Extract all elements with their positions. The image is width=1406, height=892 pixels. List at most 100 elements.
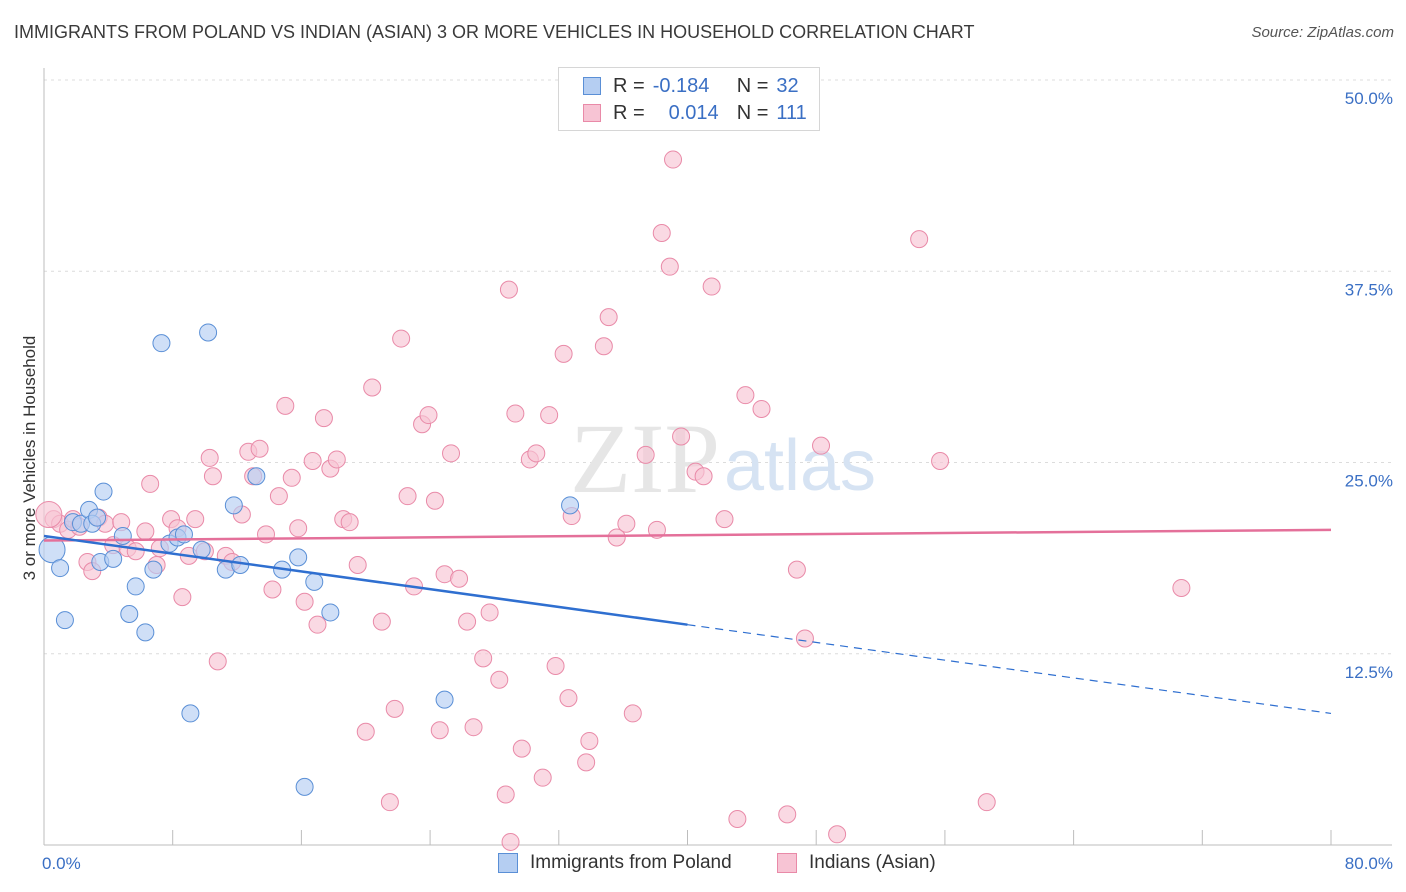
bottom-legend-swatch-blue	[498, 853, 518, 873]
y-tick-label: 37.5%	[1345, 280, 1393, 299]
point-indians	[464, 718, 483, 737]
trend-line-poland-extension	[687, 624, 1332, 715]
point-poland	[199, 323, 218, 342]
point-indians	[308, 615, 327, 634]
bottom-legend-poland: Immigrants from Poland	[498, 852, 732, 874]
point-indians	[736, 386, 755, 405]
point-poland	[295, 777, 314, 796]
point-indians	[269, 487, 288, 506]
point-indians	[702, 277, 721, 296]
point-indians	[356, 722, 375, 741]
point-indians	[340, 513, 359, 532]
point-indians	[490, 670, 509, 689]
point-indians	[314, 409, 333, 428]
bottom-legend-indians: Indians (Asian)	[777, 852, 936, 874]
point-indians	[430, 721, 449, 740]
point-poland	[561, 496, 580, 515]
point-indians	[778, 805, 797, 824]
point-indians	[303, 451, 322, 470]
point-indians	[715, 510, 734, 529]
legend-row-poland: R = -0.184 N = 32	[583, 73, 799, 99]
point-poland	[104, 549, 123, 568]
legend-n-label: N =	[736, 101, 769, 124]
point-indians	[540, 406, 559, 425]
point-poland	[88, 508, 107, 527]
point-indians	[559, 689, 578, 708]
series-immigrants-from-poland	[38, 323, 580, 796]
y-axis-title: 3 or more Vehicles in Household	[20, 335, 39, 581]
legend-row-indians: R = 0.014 N = 111	[583, 100, 807, 126]
point-indians	[282, 468, 301, 487]
legend-r-value: 0.014	[668, 101, 719, 124]
point-indians	[203, 467, 222, 486]
point-indians	[276, 396, 295, 415]
point-indians	[480, 603, 499, 622]
point-poland	[51, 559, 70, 578]
bottom-legend-swatch-pink	[777, 853, 797, 873]
point-poland	[152, 334, 171, 353]
source-label: Source: ZipAtlas.com	[1251, 24, 1394, 41]
point-indians	[200, 448, 219, 467]
point-indians	[752, 399, 771, 418]
point-indians	[554, 344, 573, 363]
bottom-legend-label: Indians (Asian)	[809, 852, 936, 873]
point-indians	[577, 753, 596, 772]
legend-n-value: 32	[776, 74, 799, 97]
point-indians	[474, 649, 493, 668]
point-indians	[35, 501, 63, 529]
point-poland	[321, 603, 340, 622]
point-indians	[289, 519, 308, 538]
x-tick-label: 80.0%	[1345, 854, 1393, 873]
point-poland	[144, 560, 163, 579]
point-indians	[512, 739, 531, 758]
point-indians	[372, 612, 391, 631]
point-indians	[527, 444, 546, 463]
point-indians	[499, 280, 518, 299]
point-indians	[257, 525, 276, 544]
point-poland	[224, 496, 243, 515]
point-indians	[458, 612, 477, 631]
tick-labels: 12.5% 25.0% 37.5% 50.0% 0.0% 80.0%	[42, 89, 1393, 873]
correlation-legend: R = -0.184 N = 32 R = 0.014 N = 111	[558, 67, 820, 131]
axes	[43, 68, 1392, 846]
point-poland	[94, 482, 113, 501]
point-indians	[533, 768, 552, 787]
point-indians	[506, 404, 525, 423]
legend-n-label: N =	[736, 74, 769, 97]
point-indians	[977, 793, 996, 812]
point-indians	[392, 329, 411, 348]
legend-r-value: -0.184	[652, 74, 710, 97]
y-tick-label: 25.0%	[1345, 472, 1393, 491]
point-indians	[327, 450, 346, 469]
point-indians	[795, 629, 814, 648]
point-indians	[425, 491, 444, 510]
point-indians	[295, 592, 314, 611]
legend-n-value: 111	[776, 101, 807, 124]
point-indians	[660, 257, 679, 276]
point-indians	[546, 656, 565, 675]
point-indians	[136, 522, 155, 541]
chart-title: IMMIGRANTS FROM POLAND VS INDIAN (ASIAN)…	[14, 22, 975, 42]
point-indians	[450, 569, 469, 588]
point-indians	[208, 652, 227, 671]
trend-line-indians	[43, 528, 1332, 542]
legend-swatch-pink	[583, 104, 601, 122]
point-indians	[126, 542, 145, 561]
point-poland	[113, 526, 132, 545]
legend-r-label: R =	[613, 101, 645, 124]
y-tick-label: 12.5%	[1345, 663, 1393, 682]
point-indians	[348, 556, 367, 575]
point-poland	[305, 572, 324, 591]
point-indians	[263, 580, 282, 599]
point-indians	[1172, 578, 1191, 597]
point-indians	[828, 825, 847, 844]
point-indians	[607, 528, 626, 547]
point-indians	[363, 378, 382, 397]
point-indians	[380, 793, 399, 812]
point-indians	[599, 308, 618, 327]
bottom-legend-label: Immigrants from Poland	[530, 852, 732, 873]
point-poland	[289, 548, 308, 567]
y-tick-label: 50.0%	[1345, 89, 1393, 108]
point-indians	[419, 406, 438, 425]
point-indians	[787, 560, 806, 579]
